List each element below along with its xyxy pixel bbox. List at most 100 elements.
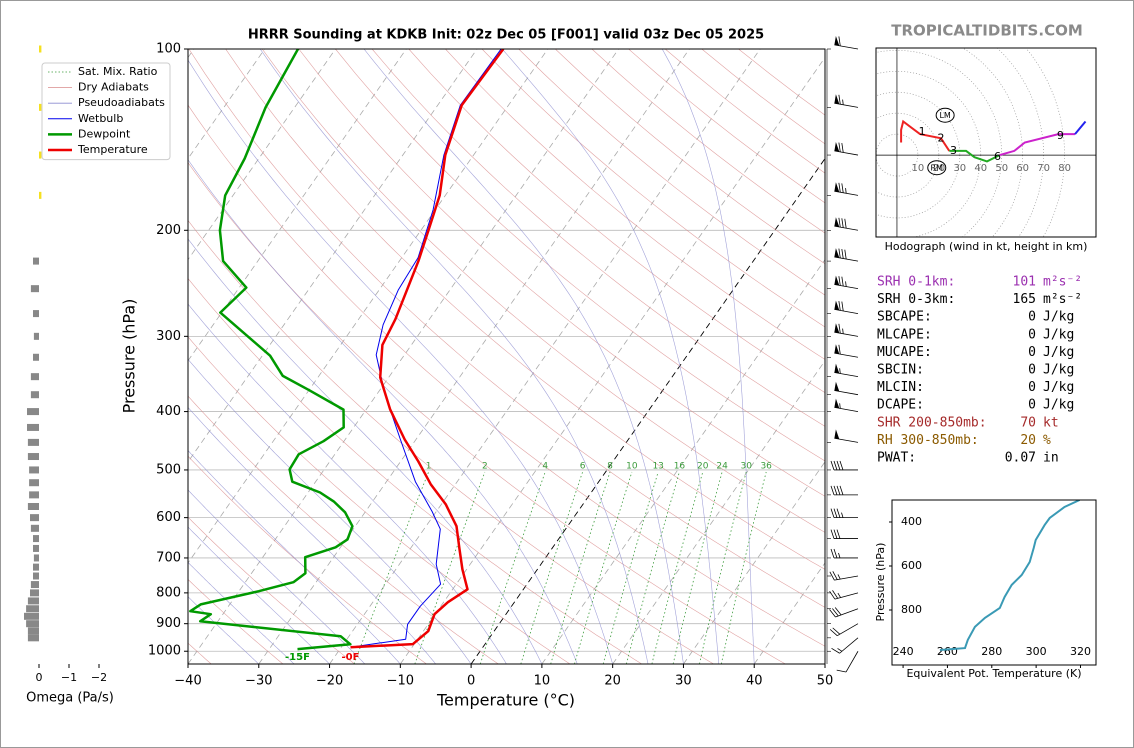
wind-barb bbox=[827, 508, 858, 519]
dry-adiabat bbox=[188, 516, 355, 664]
ring-label: 80 bbox=[1058, 163, 1071, 174]
mixing-ratio-line bbox=[721, 471, 767, 664]
pseudoadiabat bbox=[188, 358, 472, 664]
wind-barb bbox=[827, 607, 859, 618]
mixing-ratio-line bbox=[479, 471, 546, 664]
barb-flag bbox=[834, 182, 840, 193]
barb-full bbox=[829, 571, 835, 581]
dry-adiabat bbox=[261, 49, 825, 533]
barb-staff bbox=[834, 592, 859, 600]
barb-full bbox=[841, 301, 844, 312]
index-label: SBCAPE: bbox=[877, 310, 932, 325]
plot-frame bbox=[187, 48, 826, 665]
omega-bar bbox=[27, 627, 39, 635]
barb-full bbox=[839, 460, 844, 471]
wind-barb bbox=[827, 590, 859, 600]
barb-flag bbox=[834, 217, 840, 227]
height-label: 3 bbox=[950, 144, 957, 157]
barb-full bbox=[836, 529, 841, 539]
hodograph-frame bbox=[875, 47, 1097, 238]
x-tick-label: 260 bbox=[937, 645, 958, 658]
barb-staff bbox=[834, 256, 859, 262]
omega-bar bbox=[33, 353, 39, 361]
ring-label: 40 bbox=[974, 163, 987, 174]
barb-full bbox=[838, 344, 841, 355]
omega-bar bbox=[27, 408, 39, 416]
index-unit: J/kg bbox=[1043, 327, 1074, 342]
x-tick-label: 320 bbox=[1070, 645, 1091, 658]
dry-adiabat bbox=[188, 162, 786, 664]
barb-staff bbox=[835, 608, 859, 618]
legend-label: Dry Adiabats bbox=[78, 81, 149, 94]
barb-full bbox=[829, 609, 836, 618]
y-tick-label: 400 bbox=[156, 404, 181, 419]
legend-label: Sat. Mix. Ratio bbox=[78, 65, 158, 78]
isotherm bbox=[683, 461, 825, 664]
wind-barb bbox=[827, 650, 859, 673]
index-label: SHR 200-850mb: bbox=[877, 415, 987, 430]
index-label: DCAPE: bbox=[877, 398, 924, 413]
x-tick-label: 20 bbox=[604, 674, 621, 689]
storm-motion-marker bbox=[927, 160, 947, 176]
x-tick-label: 50 bbox=[817, 674, 834, 689]
mixing-ratio-label: 30 bbox=[740, 462, 752, 472]
legend-label: Wetbulb bbox=[78, 112, 123, 125]
index-unit: J/kg bbox=[1043, 380, 1074, 395]
barb-half bbox=[837, 574, 841, 580]
barb-full bbox=[833, 548, 838, 559]
omega-bar bbox=[39, 151, 42, 159]
isotherm bbox=[541, 258, 825, 664]
index-unit: J/kg bbox=[1043, 345, 1074, 360]
barb-full bbox=[841, 143, 844, 153]
omega-bar bbox=[30, 524, 39, 532]
wind-barb bbox=[827, 548, 858, 559]
height-label: 6 bbox=[994, 150, 1001, 163]
barb-staff bbox=[834, 575, 859, 581]
storm-motion-label: RM bbox=[931, 164, 944, 173]
isotherm bbox=[188, 49, 266, 160]
x-tick-label: 280 bbox=[981, 645, 1002, 658]
ring-label: 20 bbox=[932, 163, 945, 174]
y-tick-label: 600 bbox=[901, 559, 922, 572]
pseudoadiabat bbox=[188, 303, 507, 664]
pseudoadiabat bbox=[188, 449, 401, 664]
wind-barb bbox=[827, 94, 859, 108]
index-value: 0.07 bbox=[1005, 451, 1036, 466]
y-tick-label: 800 bbox=[156, 585, 181, 600]
barb-half bbox=[842, 99, 844, 105]
omega-bar bbox=[30, 581, 39, 589]
barb-full bbox=[830, 485, 835, 496]
mixing-ratio-label: 4 bbox=[542, 462, 548, 472]
hodograph-caption: Hodograph (wind in kt, height in km) bbox=[885, 240, 1088, 253]
barb-full bbox=[829, 629, 838, 636]
barb-full bbox=[830, 460, 835, 471]
omega-bar bbox=[30, 514, 39, 522]
y-tick-label: 600 bbox=[156, 510, 181, 525]
dry-adiabat bbox=[225, 49, 825, 570]
pseudoadiabat bbox=[188, 159, 578, 664]
index-unit: J/kg bbox=[1043, 363, 1074, 378]
profile-line bbox=[350, 49, 502, 648]
wind-barb bbox=[827, 300, 859, 314]
wind-barb bbox=[827, 248, 859, 262]
dry-adiabat bbox=[188, 336, 571, 664]
x-tick-label: 240 bbox=[893, 645, 914, 658]
barb-staff bbox=[834, 150, 859, 156]
barb-full bbox=[833, 529, 838, 539]
legend-label: Temperature bbox=[77, 143, 148, 156]
barb-staff bbox=[837, 623, 859, 637]
wind-barb bbox=[827, 429, 859, 443]
barb-flag bbox=[834, 142, 840, 152]
index-label: PWAT: bbox=[877, 451, 916, 466]
skewt-profiles bbox=[189, 49, 505, 651]
barb-full bbox=[838, 301, 841, 311]
dry-adiabat bbox=[188, 219, 714, 664]
mixing-ratio-line bbox=[574, 471, 633, 664]
isotherm bbox=[612, 360, 825, 664]
wind-barb bbox=[827, 217, 859, 231]
height-label: 9 bbox=[1057, 129, 1064, 142]
index-unit: in bbox=[1043, 451, 1059, 466]
pseudoadiabat bbox=[363, 49, 684, 664]
omega-bar bbox=[39, 191, 42, 199]
dry-adiabat bbox=[445, 49, 825, 360]
